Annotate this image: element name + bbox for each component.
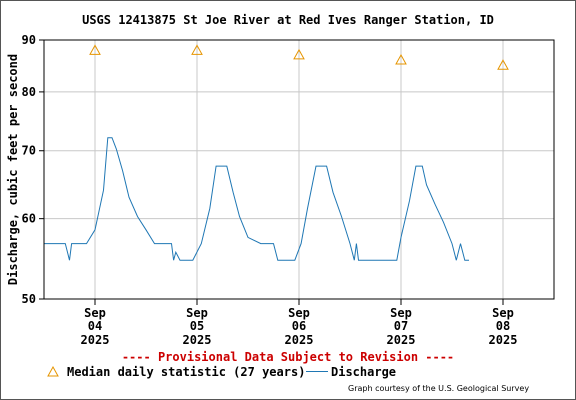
y-tick-label: 80: [22, 85, 36, 99]
y-axis-label: Discharge, cubic feet per second: [6, 54, 20, 285]
median-marker: [497, 59, 509, 70]
x-tick-label-day: 05: [190, 319, 204, 333]
x-tick-label-year: 2025: [81, 333, 110, 347]
x-tick-label-month: Sep: [492, 306, 514, 320]
y-tick-label: 60: [22, 212, 36, 226]
x-tick-label-year: 2025: [285, 333, 314, 347]
median-marker: [89, 44, 101, 55]
discharge-line: [44, 137, 469, 261]
y-tick-label: 70: [22, 144, 36, 158]
x-tick-label-day: 07: [394, 319, 408, 333]
x-tick-label-day: 04: [88, 319, 102, 333]
y-tick-label: 50: [22, 292, 36, 306]
median-marker: [395, 53, 407, 65]
x-tick-label-day: 06: [292, 319, 306, 333]
median-marker: [191, 44, 203, 55]
median-legend-label: Median daily statistic (27 years): [67, 365, 306, 379]
discharge-legend-label: Discharge: [331, 365, 397, 379]
x-tick-label-year: 2025: [387, 333, 416, 347]
median-marker: [293, 48, 305, 60]
courtesy-text: Graph courtesy of the U.S. Geological Su…: [348, 384, 530, 393]
x-tick-label-month: Sep: [288, 306, 310, 320]
median-legend-icon: [47, 366, 59, 377]
x-tick-label-day: 08: [496, 319, 510, 333]
discharge-legend-icon: [306, 371, 328, 372]
x-tick-label-month: Sep: [390, 306, 412, 320]
x-tick-label-year: 2025: [183, 333, 212, 347]
x-tick-label-month: Sep: [84, 306, 106, 320]
x-tick-label-year: 2025: [489, 333, 518, 347]
y-tick-label: 90: [22, 33, 36, 47]
x-tick-label-month: Sep: [186, 306, 208, 320]
plot-border: [43, 39, 555, 300]
provisional-notice: ---- Provisional Data Subject to Revisio…: [121, 350, 455, 364]
chart-title: USGS 12413875 St Joe River at Red Ives R…: [82, 13, 494, 27]
